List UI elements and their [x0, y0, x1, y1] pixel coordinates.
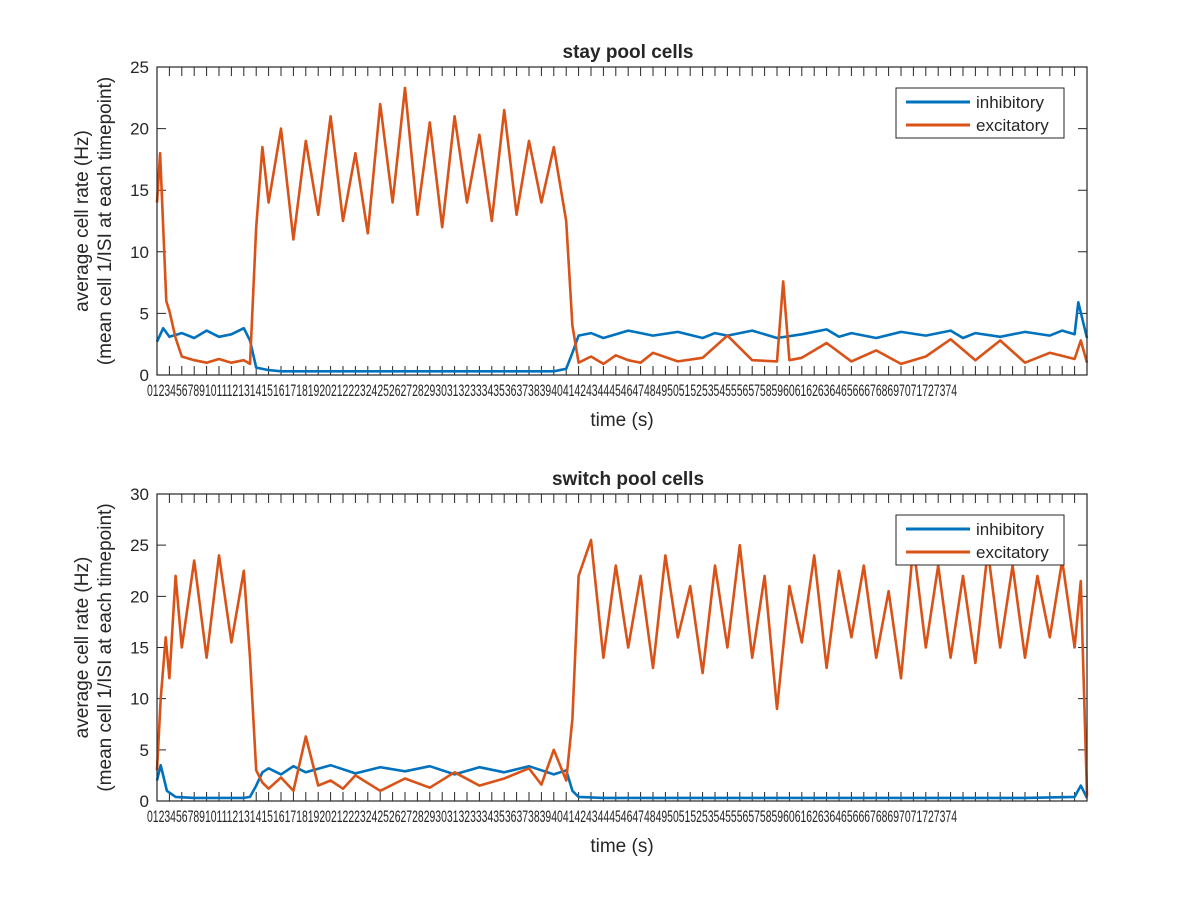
chart-title: switch pool cells — [552, 469, 704, 490]
legend-box — [895, 87, 1065, 139]
legend-box — [895, 514, 1065, 566]
axes-box — [156, 66, 1088, 376]
series-line-excitatory — [155, 86, 1089, 366]
x-axis-label: time (s) — [590, 410, 653, 431]
y-tick-label: 10 — [130, 690, 149, 709]
y-tick-label: 0 — [140, 792, 149, 811]
y-tick-label: 5 — [140, 304, 149, 323]
switch-pool-panel: 0 5 10 15 20 25 30 0123456789101112131415161718… — [72, 469, 1089, 857]
y-axis-label-line2: (mean cell 1/ISI at each timepoint) — [95, 77, 116, 365]
legend-label: excitatory — [976, 116, 1049, 135]
x-tick-labels: 0123456789101112131415161718192021222324… — [147, 381, 957, 400]
y-tick-label: 30 — [130, 485, 149, 504]
legend-label: inhibitory — [976, 520, 1045, 539]
y-axis-label-line2: (mean cell 1/ISI at each timepoint) — [95, 503, 116, 791]
axes-box — [156, 493, 1088, 802]
y-tick-label: 20 — [130, 120, 149, 139]
y-tick-label: 25 — [130, 536, 149, 555]
series-line-inhibitory — [155, 763, 1089, 800]
chart-title: stay pool cells — [563, 42, 694, 63]
series-line-excitatory — [155, 538, 1089, 796]
x-tick-labels: 0123456789101112131415161718192021222324… — [147, 807, 957, 826]
legend-label: inhibitory — [976, 93, 1045, 112]
y-tick-label: 15 — [130, 181, 149, 200]
x-axis-label: time (s) — [590, 836, 653, 857]
legend-label: excitatory — [976, 543, 1049, 562]
y-tick-label: 5 — [140, 741, 149, 760]
stay-pool-panel: 0 5 10 15 20 25 012345678910111213141516171819… — [72, 42, 1089, 431]
y-axis-label: average cell rate (Hz) — [72, 130, 93, 312]
y-tick-label: 25 — [130, 58, 149, 77]
y-tick-label: 0 — [140, 366, 149, 385]
y-tick-label: 15 — [130, 639, 149, 658]
y-tick-label: 20 — [130, 587, 149, 606]
series-line-inhibitory — [155, 301, 1089, 373]
y-tick-label: 10 — [130, 243, 149, 262]
y-axis-label: average cell rate (Hz) — [72, 557, 93, 739]
